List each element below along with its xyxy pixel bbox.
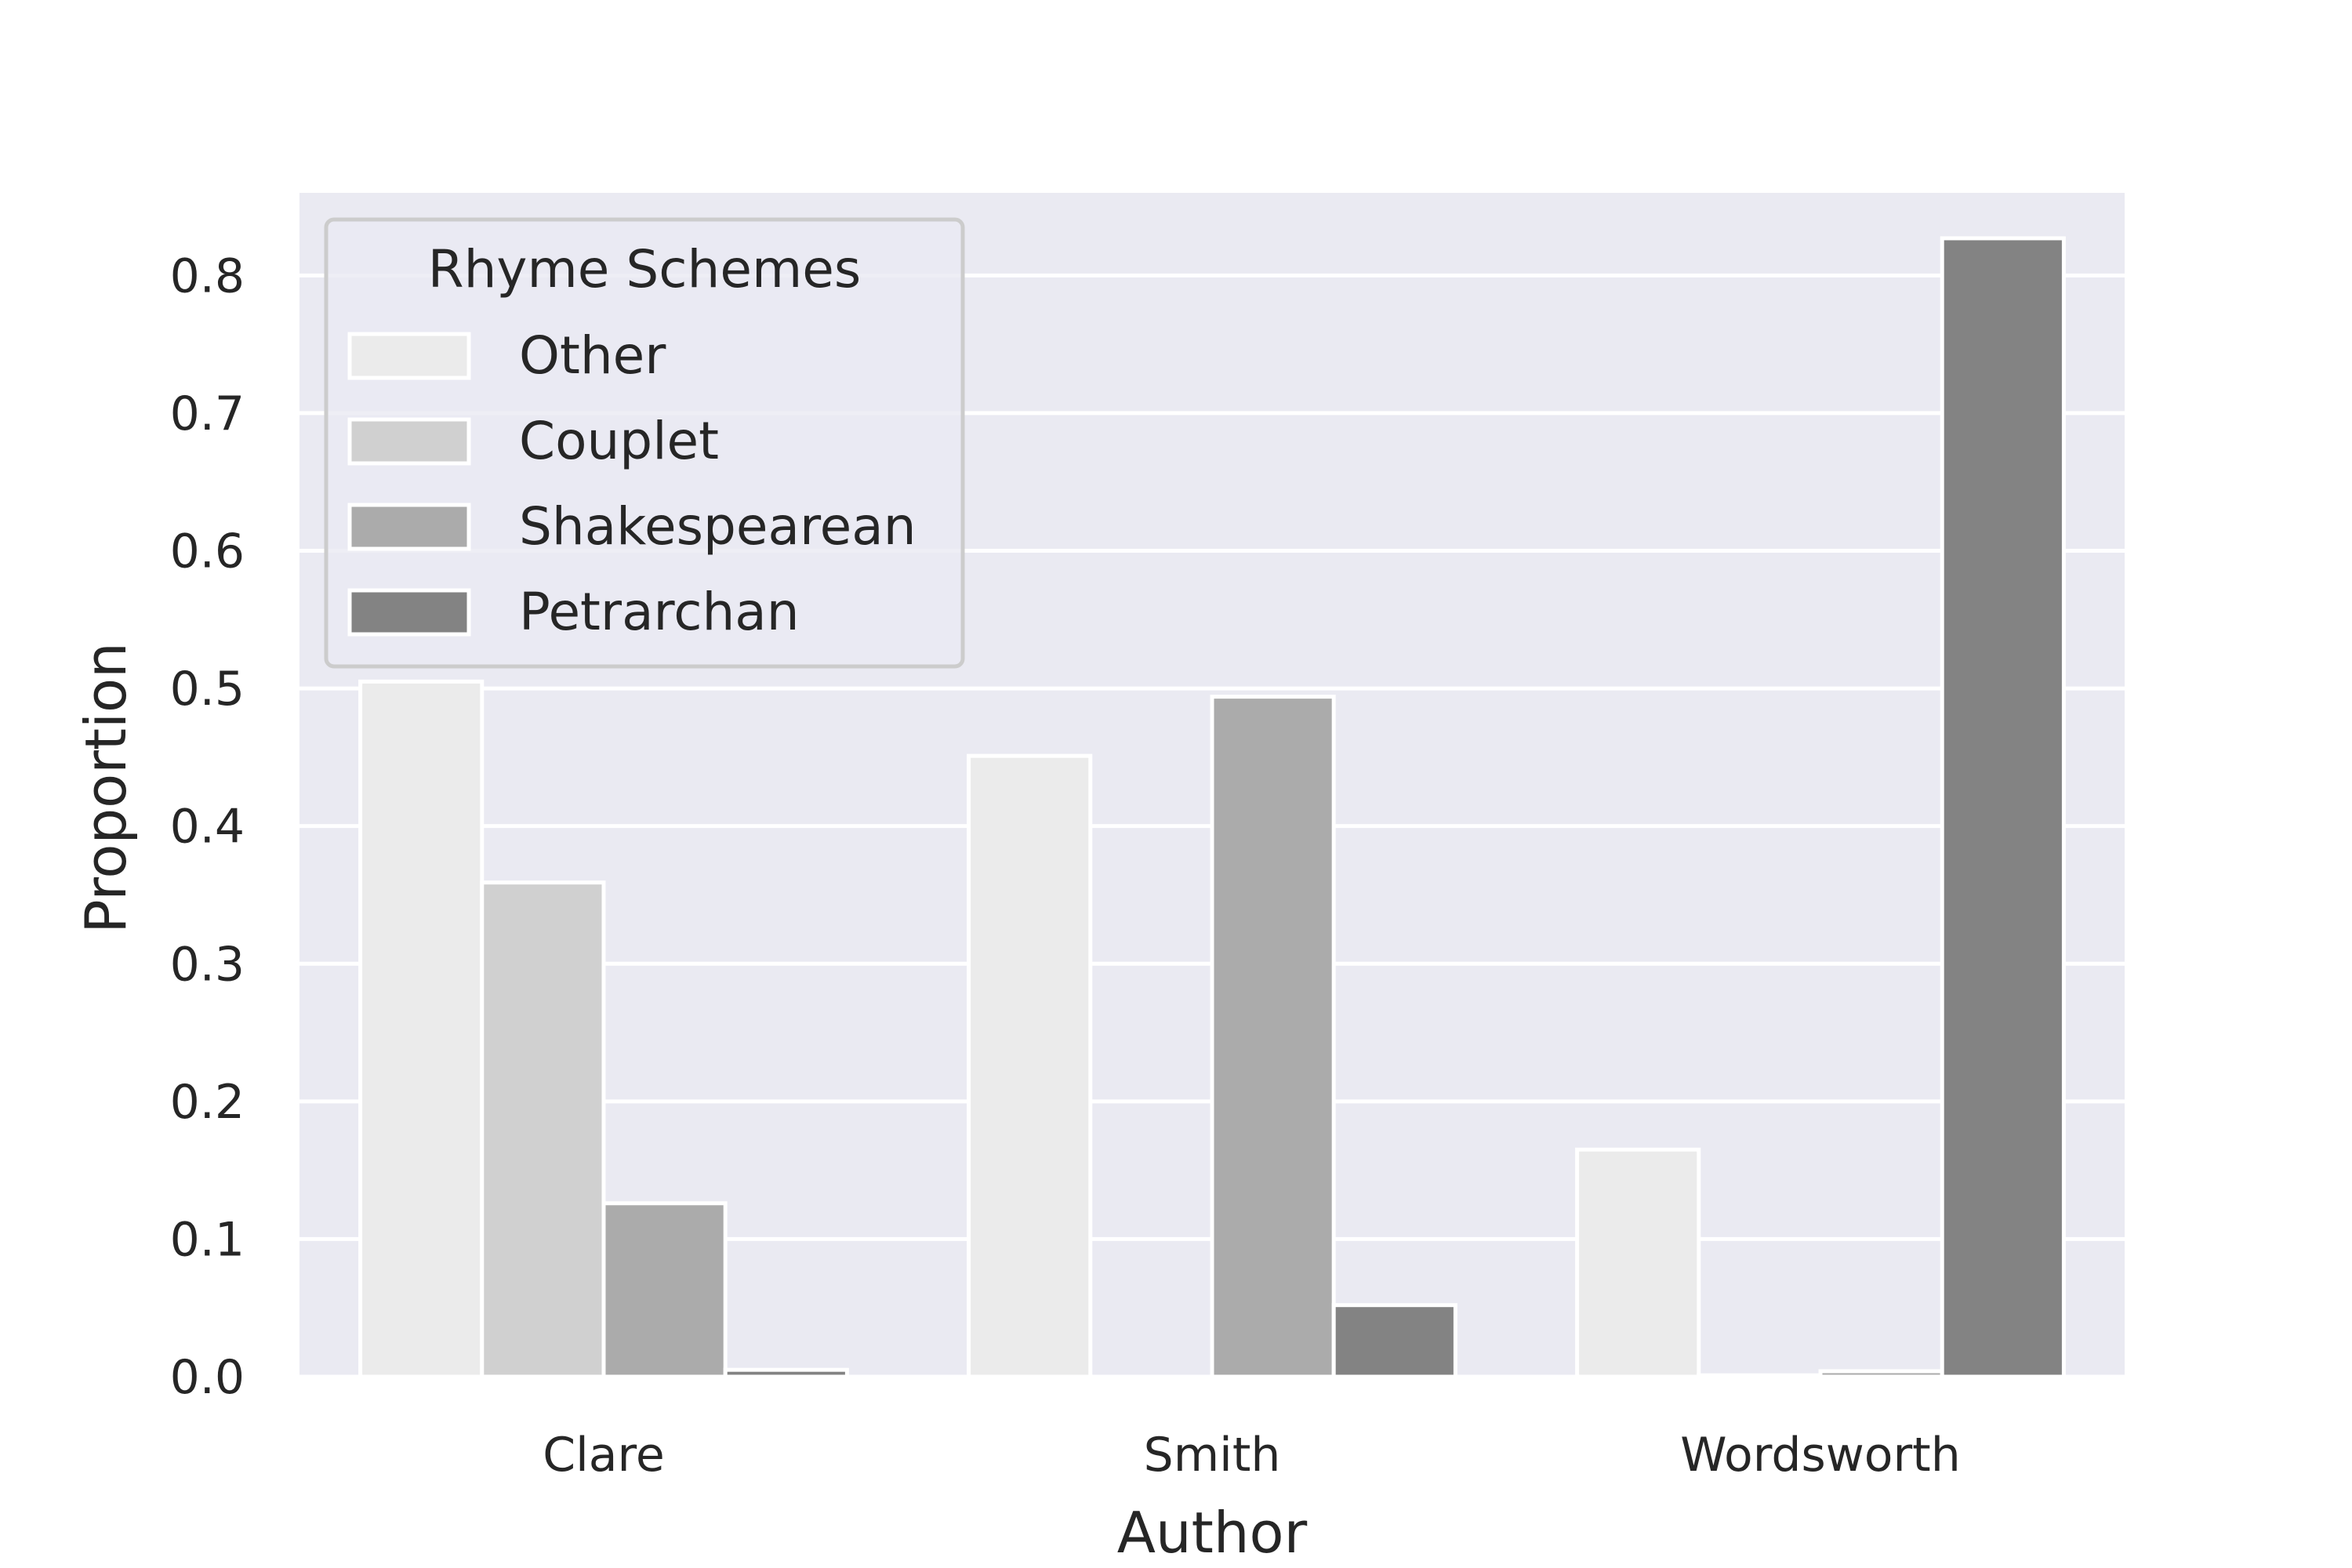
y-tick-label: 0.7 — [170, 387, 245, 441]
bar-shakespearean-clare — [601, 1201, 728, 1379]
x-tick-label: Smith — [1144, 1428, 1281, 1483]
y-tick-label: 0.5 — [170, 662, 245, 717]
bar-shakespearean-wordsworth — [1818, 1369, 1944, 1379]
legend: Rhyme Schemes Other Couplet Shakespearean P… — [324, 217, 965, 669]
legend-items: Other Couplet Shakespearean Petrarchan — [347, 325, 916, 642]
x-tick-labels: Clare Smith Wordsworth — [543, 1428, 1961, 1483]
y-tick-label: 0.3 — [170, 937, 245, 992]
legend-label: Other — [519, 325, 666, 386]
x-tick-label: Clare — [543, 1428, 665, 1483]
y-axis-label: Proportion — [73, 642, 139, 934]
legend-box — [324, 217, 965, 669]
legend-label: Couplet — [519, 411, 719, 471]
legend-swatch — [347, 332, 471, 380]
y-tick-label: 0.6 — [170, 524, 245, 579]
legend-label: Shakespearean — [519, 496, 916, 557]
legend-swatch — [347, 588, 471, 637]
y-tick-label: 0.8 — [170, 249, 245, 303]
x-tick-label: Wordsworth — [1680, 1428, 1960, 1483]
bar-shakespearean-smith — [1210, 695, 1336, 1379]
bar-other-clare — [358, 679, 485, 1379]
y-tick-label: 0.1 — [170, 1212, 245, 1267]
bar-other-smith — [967, 753, 1093, 1379]
bar-couplet-clare — [480, 880, 606, 1379]
bar-other-wordsworth — [1575, 1147, 1701, 1379]
y-tick-label: 0.4 — [170, 800, 245, 855]
y-tick-label: 0.2 — [170, 1075, 245, 1130]
bar-petrarchan-smith — [1331, 1303, 1457, 1379]
bar-petrarchan-clare — [723, 1367, 849, 1379]
bar-couplet-wordsworth — [1697, 1373, 1823, 1379]
legend-swatch — [347, 417, 471, 466]
legend-swatch — [347, 503, 471, 551]
y-tick-label: 0.0 — [170, 1350, 245, 1405]
y-tick-labels: 0.0 0.1 0.2 0.3 0.4 0.5 0.6 0.7 0.8 — [170, 249, 245, 1405]
legend-title: Rhyme Schemes — [428, 239, 862, 299]
bar-petrarchan-wordsworth — [1940, 236, 2066, 1379]
bars — [358, 236, 2066, 1379]
x-axis-label: Author — [1117, 1500, 1308, 1566]
legend-label: Petrarchan — [519, 582, 800, 642]
